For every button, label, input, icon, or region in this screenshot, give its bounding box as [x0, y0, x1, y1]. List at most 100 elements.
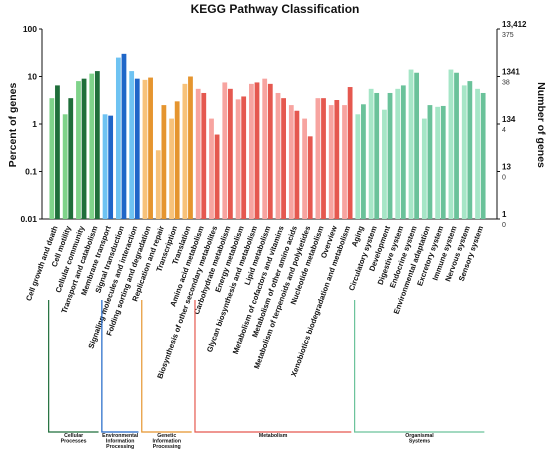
group-brackets: CellularProcessesEnvironmentalInformatio… — [48, 300, 485, 450]
right-tick-label: 1341 — [502, 68, 520, 77]
bar — [448, 69, 454, 219]
bar — [235, 99, 241, 219]
bar — [475, 88, 480, 219]
bar — [76, 81, 81, 219]
group-label: Cellular — [64, 433, 83, 439]
bar — [201, 92, 207, 219]
bar — [62, 114, 68, 219]
bar — [249, 83, 254, 219]
group-label: Processes — [61, 439, 87, 445]
y-tick-label: 10 — [28, 72, 38, 82]
group-label: Systems — [409, 439, 430, 445]
bar — [94, 71, 100, 219]
bar — [281, 98, 286, 219]
group-bracket — [194, 300, 352, 433]
bar — [222, 82, 228, 220]
bar — [361, 104, 366, 219]
bar — [355, 114, 361, 219]
bar — [129, 71, 135, 219]
right-tick-sublabel: 0 — [502, 222, 506, 229]
group-bracket — [354, 300, 485, 433]
bar — [55, 85, 60, 219]
right-tick-sublabel: 4 — [502, 127, 506, 134]
bar — [374, 92, 380, 219]
bar — [195, 88, 201, 219]
bar — [408, 69, 414, 219]
bar — [254, 82, 260, 220]
right-tick-sublabel: 38 — [502, 80, 510, 87]
group-bracket — [141, 300, 192, 433]
bar — [440, 105, 446, 219]
bar — [182, 83, 188, 219]
group-label: Information — [106, 439, 135, 445]
y-tick-label: 0.01 — [20, 214, 37, 224]
bar — [174, 101, 180, 219]
bar — [161, 105, 167, 219]
bar — [400, 85, 406, 219]
group-label: Information — [152, 439, 181, 445]
right-ticks: 13,412 375 1341 38 134 4 13 0 1 0 — [497, 20, 527, 229]
group-label: Metabolism — [259, 433, 288, 439]
right-axis-label: Number of genes — [535, 82, 547, 168]
bar — [334, 100, 340, 219]
group-label: Genetic — [157, 433, 176, 439]
right-tick-label: 13 — [502, 163, 511, 172]
bar — [49, 98, 55, 219]
group-label: Processing — [106, 444, 134, 450]
bar — [227, 88, 233, 219]
bar — [321, 98, 326, 219]
bar — [387, 92, 393, 219]
right-tick-sublabel: 0 — [502, 175, 506, 182]
bar — [302, 118, 308, 219]
bar — [461, 85, 467, 219]
bar — [435, 106, 441, 219]
bar — [188, 76, 193, 219]
y-tick-label: 0.1 — [25, 167, 37, 177]
bars — [49, 53, 486, 220]
group-bracket — [48, 300, 99, 433]
bar — [209, 118, 214, 219]
bar — [68, 98, 74, 219]
bar — [307, 136, 313, 219]
bar — [342, 105, 347, 219]
bar — [108, 115, 114, 219]
y-tick-label: 1 — [32, 119, 37, 129]
bar — [262, 78, 268, 219]
bar — [480, 92, 486, 219]
group-label: Processing — [153, 444, 181, 450]
bar — [421, 118, 427, 219]
bar — [368, 88, 374, 219]
bar — [142, 79, 148, 219]
right-tick-label: 13,412 — [502, 20, 527, 29]
bar — [382, 109, 387, 219]
bar — [169, 118, 174, 219]
y-tick-label: 100 — [23, 24, 37, 34]
bar — [275, 92, 281, 219]
bar — [328, 105, 334, 219]
right-tick-label: 134 — [502, 115, 516, 124]
bar — [427, 105, 433, 219]
group-bracket — [101, 300, 139, 433]
group-label: Environmental — [102, 433, 139, 439]
bar — [267, 83, 273, 219]
bar — [414, 72, 420, 220]
bar — [467, 81, 473, 219]
right-tick-sublabel: 375 — [502, 32, 514, 39]
bar — [315, 98, 321, 219]
y-ticks: 100 10 1 0.1 0.01 — [20, 24, 42, 224]
bar — [241, 96, 247, 219]
bar — [288, 105, 294, 219]
right-tick-label: 1 — [502, 210, 507, 219]
bar — [454, 72, 459, 220]
bar — [121, 53, 127, 220]
bar — [155, 150, 161, 219]
bar — [89, 73, 95, 220]
bar — [115, 57, 121, 219]
bar — [81, 78, 87, 219]
bar — [134, 78, 140, 219]
y-axis-label: Percent of genes — [7, 83, 19, 168]
group-label: Organismal — [405, 433, 434, 439]
bar — [347, 87, 353, 219]
